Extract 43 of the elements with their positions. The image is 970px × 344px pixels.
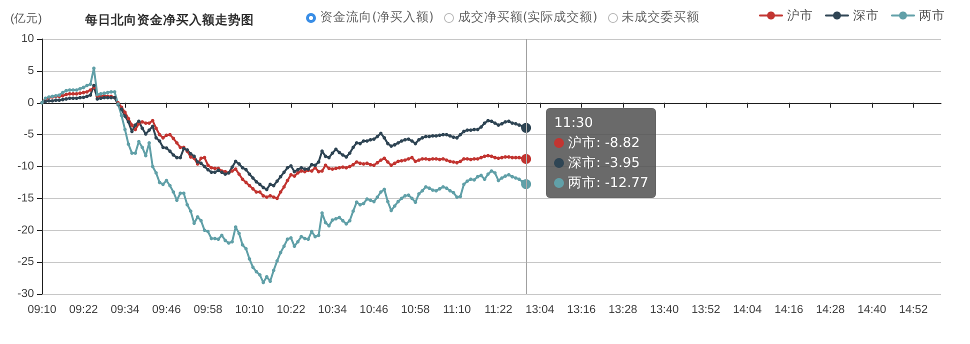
x-tick-label: 10:58 <box>401 304 430 316</box>
legend-label: 深市 <box>853 8 879 22</box>
legend-label: 两市 <box>919 8 945 22</box>
x-tick-label: 10:22 <box>276 304 306 316</box>
x-tick-label: 09:46 <box>152 304 181 316</box>
chart-title: 每日北向资金净买入额走势图 <box>84 12 254 27</box>
x-tick-label: 10:34 <box>318 304 348 316</box>
text: 11:30 <box>554 115 593 131</box>
annotation: 沪市: -8.82 <box>568 135 640 151</box>
x-tick-label: 09:22 <box>69 304 98 316</box>
x-tick-label: 09:34 <box>110 304 140 316</box>
x-tick-label: 14:40 <box>857 304 886 316</box>
x-tick-label: 13:52 <box>691 304 720 316</box>
x-tick-label: 14:04 <box>732 304 762 316</box>
x-tick-label: 09:58 <box>194 304 222 316</box>
text: 资金流向(净买入额) <box>320 9 434 26</box>
x-tick-label: 14:16 <box>774 304 804 316</box>
y-axis-title: (亿元) <box>10 12 42 25</box>
y-tick-label: 10 <box>21 33 34 45</box>
y-tick-label: -30 <box>17 288 34 300</box>
x-tick-label: 11:22 <box>484 304 512 316</box>
x-tick-label: 14:28 <box>816 304 845 316</box>
x-tick-label: 13:04 <box>526 304 555 316</box>
x-tick-label: 09:10 <box>28 304 56 316</box>
text: 成交净买额(实际成交额) <box>458 9 598 26</box>
x-tick-label: 10:10 <box>235 304 264 316</box>
x-tick-label: 13:40 <box>650 304 679 316</box>
x-tick-label: 10:46 <box>360 304 388 316</box>
x-tick-label: 14:52 <box>898 304 928 316</box>
y-tick-label: 0 <box>28 96 34 109</box>
y-tick-label: -15 <box>17 192 34 204</box>
text: 未成交委买额 <box>622 9 700 26</box>
y-tick-label: -5 <box>24 128 34 141</box>
legend-label: 沪市 <box>787 8 813 22</box>
y-tick-label: -10 <box>17 160 34 172</box>
x-tick-label: 11:10 <box>442 304 471 316</box>
y-tick-label: 5 <box>28 64 34 77</box>
y-tick-label: -25 <box>17 256 34 268</box>
annotation: 两市: -12.77 <box>568 175 648 191</box>
x-tick-label: 13:16 <box>567 304 596 316</box>
y-tick-label: -20 <box>17 224 34 236</box>
annotation: 深市: -3.95 <box>568 155 640 171</box>
x-tick-label: 13:28 <box>608 304 638 316</box>
